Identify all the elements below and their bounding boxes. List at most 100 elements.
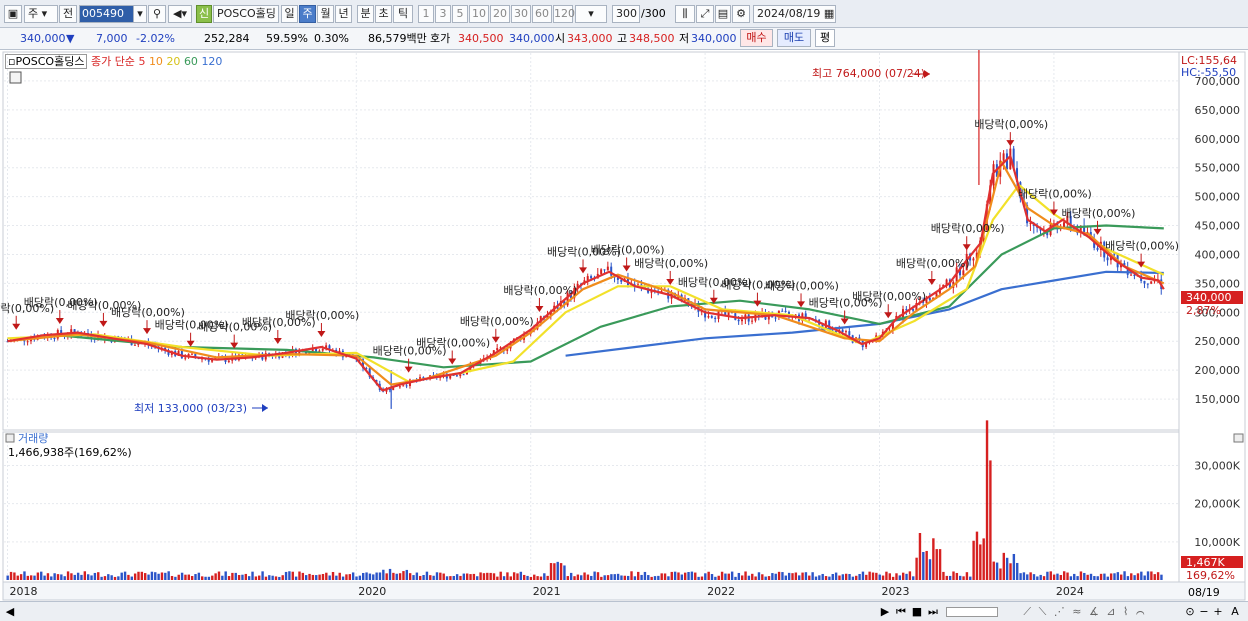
stop-icon[interactable]: ■: [911, 605, 923, 618]
volume-bar: [412, 575, 415, 580]
volume-bar: [858, 573, 861, 580]
interval-3[interactable]: 3: [435, 5, 451, 23]
interval-20[interactable]: 20: [490, 5, 510, 23]
volume-bar: [677, 572, 680, 580]
font-size-icon[interactable]: A: [1231, 605, 1239, 618]
legend-ma-5[interactable]: 5: [138, 55, 146, 68]
volume-close-icon[interactable]: [1233, 433, 1244, 443]
dividend-marker-icon: [840, 318, 849, 325]
draw-tool-icon[interactable]: ⤢: [696, 5, 714, 23]
count-input[interactable]: 300: [612, 5, 640, 23]
volume-bar: [298, 571, 301, 580]
dividend-marker-icon: [491, 336, 500, 343]
candle-body: [563, 301, 566, 306]
volume-bar: [1005, 557, 1009, 580]
legend-ma-20[interactable]: 20: [166, 55, 181, 68]
legend-ma-10[interactable]: 10: [148, 55, 163, 68]
volume-bar: [700, 576, 704, 580]
volume-bar: [955, 572, 959, 580]
stock-name-field[interactable]: POSCO홀딩스: [213, 5, 279, 23]
volume-bar: [36, 572, 40, 580]
volume-bar: [536, 576, 539, 580]
table-icon[interactable]: [9, 71, 22, 84]
save-icon[interactable]: ▤: [715, 5, 731, 23]
stock-code-input[interactable]: 005490: [79, 5, 145, 23]
legend-ma-120[interactable]: 120: [201, 55, 223, 68]
volume-bar: [19, 574, 23, 580]
interval-120[interactable]: 120: [553, 5, 575, 23]
volume-menu-icon[interactable]: [5, 433, 15, 443]
dividend-marker-icon: [579, 267, 588, 274]
legend-stock-name[interactable]: ▫POSCO홀딩스: [5, 54, 88, 69]
dividend-label: 배당락(0,00%): [0, 302, 54, 315]
zoom-out-icon[interactable]: −: [1199, 605, 1209, 618]
gear-icon[interactable]: ⚙: [732, 5, 750, 23]
zoom-slider[interactable]: [946, 607, 998, 617]
candle-body: [781, 310, 784, 312]
scroll-right-icon[interactable]: ▶: [880, 605, 890, 618]
speaker-icon[interactable]: ◀▾: [168, 5, 192, 23]
volume-bar: [1106, 576, 1109, 580]
volume-bar: [959, 575, 962, 580]
dividend-label: 배당락(0,00%): [155, 319, 229, 332]
volume-bar: [197, 572, 201, 580]
tab-week[interactable]: 주: [299, 5, 316, 23]
jump-end-icon[interactable]: ⏭: [928, 605, 938, 618]
tab-minute[interactable]: 분: [357, 5, 374, 23]
candle-icon[interactable]: ⫼: [675, 5, 695, 23]
tab-month[interactable]: 월: [317, 5, 334, 23]
volume-current-box: [1181, 556, 1243, 568]
volume-bar: [613, 574, 616, 580]
candle-body: [26, 341, 29, 343]
legend-ma-60[interactable]: 60: [183, 55, 198, 68]
volume-bar: [1126, 576, 1130, 580]
tab-tick[interactable]: 틱: [393, 5, 413, 23]
sell-button[interactable]: 매도: [777, 29, 811, 47]
jump-start-icon[interactable]: ⏮: [896, 605, 906, 618]
dividend-label: 배당락(0,00%): [974, 118, 1048, 131]
volume-bar: [901, 572, 905, 580]
volume-bar: [476, 576, 479, 580]
interval-1[interactable]: 1: [418, 5, 434, 23]
buy-button[interactable]: 매수: [740, 29, 773, 47]
layout-icon[interactable]: ▣: [4, 5, 22, 23]
candle-body: [834, 331, 837, 333]
interval-10[interactable]: 10: [469, 5, 489, 23]
zoom-in-icon[interactable]: +: [1213, 605, 1223, 618]
tab-second[interactable]: 초: [375, 5, 392, 23]
interval-60[interactable]: 60: [532, 5, 552, 23]
volume-bar: [335, 575, 338, 580]
eval-button[interactable]: 평: [815, 29, 835, 47]
period-type-select[interactable]: 주 ▾: [24, 5, 58, 23]
volume-bar: [670, 571, 673, 580]
price-chart[interactable]: 150,000 200,000 250,000 300,000 350,000 400,0…: [0, 50, 1248, 601]
volume-bar: [93, 572, 97, 580]
candle-body: [828, 320, 831, 331]
scroll-left-icon[interactable]: ◀: [5, 605, 15, 618]
date-input[interactable]: 2024/08/19 ▦: [753, 5, 836, 23]
volume-bar: [573, 576, 576, 580]
volume-bar: [143, 573, 147, 580]
calendar-icon[interactable]: ▦: [823, 7, 835, 20]
tab-year[interactable]: 년: [335, 5, 352, 23]
stock-code-dropdown-icon[interactable]: ▾: [133, 5, 147, 23]
scroll-pin-icon[interactable]: ⊙: [1185, 605, 1195, 618]
volume-bar: [268, 575, 271, 580]
interval-30[interactable]: 30: [511, 5, 531, 23]
volume-bar: [1012, 553, 1016, 580]
y-tick-label: 300,000: [1195, 306, 1241, 319]
volume-bar: [878, 574, 881, 580]
tab-day[interactable]: 일: [281, 5, 298, 23]
y-tick-label: 350,000: [1195, 277, 1241, 290]
interval-5[interactable]: 5: [452, 5, 468, 23]
new-badge: 신: [196, 5, 212, 23]
chart-scrollbar[interactable]: ◀ ▶ ⏮ ■ ⏭ ⟋ ⟍ ⋰ ≈ ∡ ⊿ ⌇ ⌒ ⊙ − + A: [0, 601, 1248, 621]
prev-button[interactable]: 전: [59, 5, 77, 23]
search-icon[interactable]: ⚲: [148, 5, 166, 23]
candle-body: [1052, 223, 1055, 225]
volume-bar: [1140, 571, 1143, 580]
drawing-tools-icon[interactable]: ⟋ ⟍ ⋰ ≈ ∡ ⊿ ⌇ ⌒: [1023, 605, 1147, 618]
volume-bar: [633, 576, 637, 580]
volume-bar: [543, 573, 546, 580]
interval-dropdown[interactable]: ▾: [575, 5, 607, 23]
